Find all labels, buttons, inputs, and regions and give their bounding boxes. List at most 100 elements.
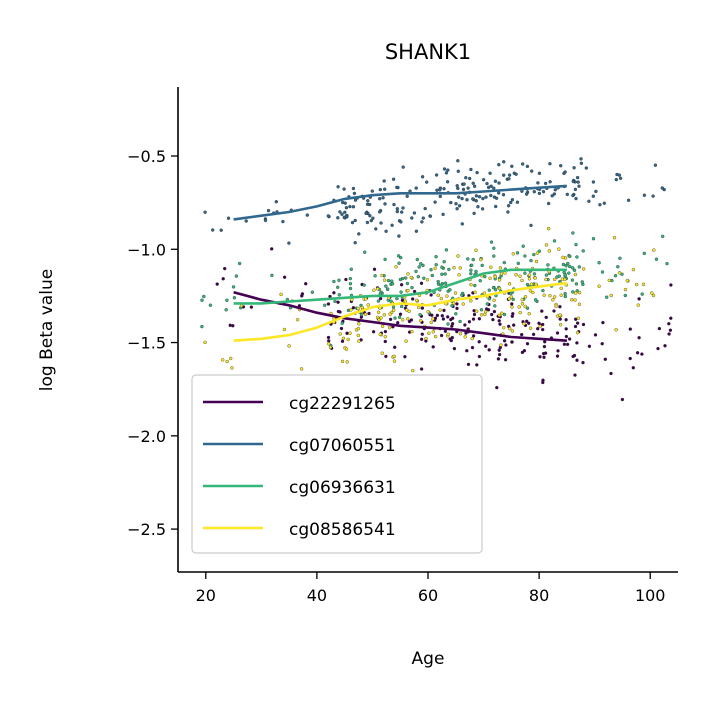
scatter-point [399, 220, 403, 224]
scatter-point [223, 266, 227, 271]
scatter-point [367, 311, 371, 316]
scatter-point [410, 329, 414, 334]
scatter-point [577, 184, 581, 188]
scatter-point [378, 197, 382, 201]
scatter-point [525, 164, 530, 169]
scatter-point [523, 295, 528, 299]
scatter-point [372, 288, 376, 292]
scatter-point [465, 198, 469, 202]
scatter-point [495, 385, 499, 390]
scatter-point [419, 262, 423, 266]
scatter-point [224, 308, 228, 312]
scatter-point [418, 313, 422, 317]
scatter-point [410, 285, 414, 290]
scatter-point [637, 297, 641, 301]
scatter-point [346, 337, 350, 342]
scatter-point [417, 305, 421, 310]
scatter-point [566, 261, 570, 266]
scatter-point [382, 179, 386, 183]
scatter-point [506, 204, 511, 208]
legend-frame [191, 374, 483, 554]
scatter-point [382, 313, 386, 317]
scatter-point [489, 193, 493, 198]
x-tick-label: 20 [196, 586, 216, 605]
scatter-point [326, 214, 330, 218]
y-tick-label: −1.0 [127, 240, 166, 259]
scatter-point [492, 254, 496, 258]
scatter-point [430, 273, 434, 278]
scatter-point [454, 202, 458, 206]
scatter-point [637, 336, 641, 340]
scatter-point [382, 278, 387, 282]
scatter-point [405, 308, 409, 312]
scatter-point [591, 194, 595, 198]
scatter-point [387, 325, 392, 330]
scatter-point [543, 351, 548, 355]
scatter-point [471, 181, 475, 185]
scatter-point [295, 318, 300, 322]
scatter-point [557, 247, 561, 251]
scatter-point [492, 309, 497, 314]
scatter-point [501, 193, 506, 197]
scatter-point [491, 317, 495, 322]
scatter-point [656, 346, 660, 351]
scatter-point [446, 322, 450, 326]
scatter-point [215, 282, 219, 286]
x-axis-label: Age [412, 649, 445, 669]
scatter-point [570, 298, 574, 302]
scatter-point [482, 291, 487, 295]
scatter-point [479, 308, 484, 312]
scatter-point [574, 196, 578, 201]
scatter-point [607, 278, 611, 283]
scatter-point [442, 308, 446, 313]
scatter-point [497, 278, 502, 282]
legend-label: cg22291265 [289, 394, 396, 414]
scatter-point [426, 310, 430, 314]
scatter-point [383, 202, 387, 206]
scatter-point [511, 312, 515, 316]
scatter-point [441, 212, 445, 217]
scatter-point [409, 275, 413, 280]
scatter-point [546, 226, 551, 231]
scatter-point [547, 249, 551, 253]
scatter-point [650, 291, 654, 295]
scatter-point [378, 187, 382, 192]
scatter-point [439, 296, 443, 301]
scatter-point [401, 318, 405, 322]
scatter-point [628, 327, 632, 331]
scatter-point [494, 204, 498, 209]
trend-line-cg06936631 [233, 268, 567, 305]
scatter-point [357, 322, 361, 326]
scatter-point [493, 275, 498, 279]
scatter-point [343, 210, 347, 214]
scatter-point [439, 333, 444, 338]
scatter-point [419, 318, 423, 323]
scatter-point [211, 228, 215, 232]
scatter-point [577, 265, 581, 269]
scatter-point [553, 277, 557, 282]
scatter-point [392, 359, 397, 363]
scatter-point [455, 184, 459, 188]
scatter-point [493, 288, 498, 292]
scatter-point [340, 339, 345, 343]
trend-line-cg22291265 [233, 290, 567, 342]
scatter-point [468, 176, 472, 181]
scatter-point [338, 210, 342, 214]
scatter-point [328, 345, 333, 349]
scatter-point [534, 259, 539, 264]
scatter-point [555, 331, 560, 335]
scatter-point [339, 326, 344, 331]
scatter-point [568, 264, 572, 269]
scatter-point [365, 220, 370, 225]
legend-label: cg06936631 [289, 478, 396, 498]
scatter-point [511, 252, 515, 256]
scatter-point [653, 163, 658, 167]
scatter-point [641, 282, 646, 286]
scatter-point [514, 172, 518, 176]
scatter-point [544, 243, 549, 247]
scatter-point [577, 290, 582, 295]
scatter-point [489, 184, 493, 188]
scatter-point [443, 329, 448, 333]
scatter-point [516, 261, 520, 266]
scatter-point [455, 306, 459, 311]
